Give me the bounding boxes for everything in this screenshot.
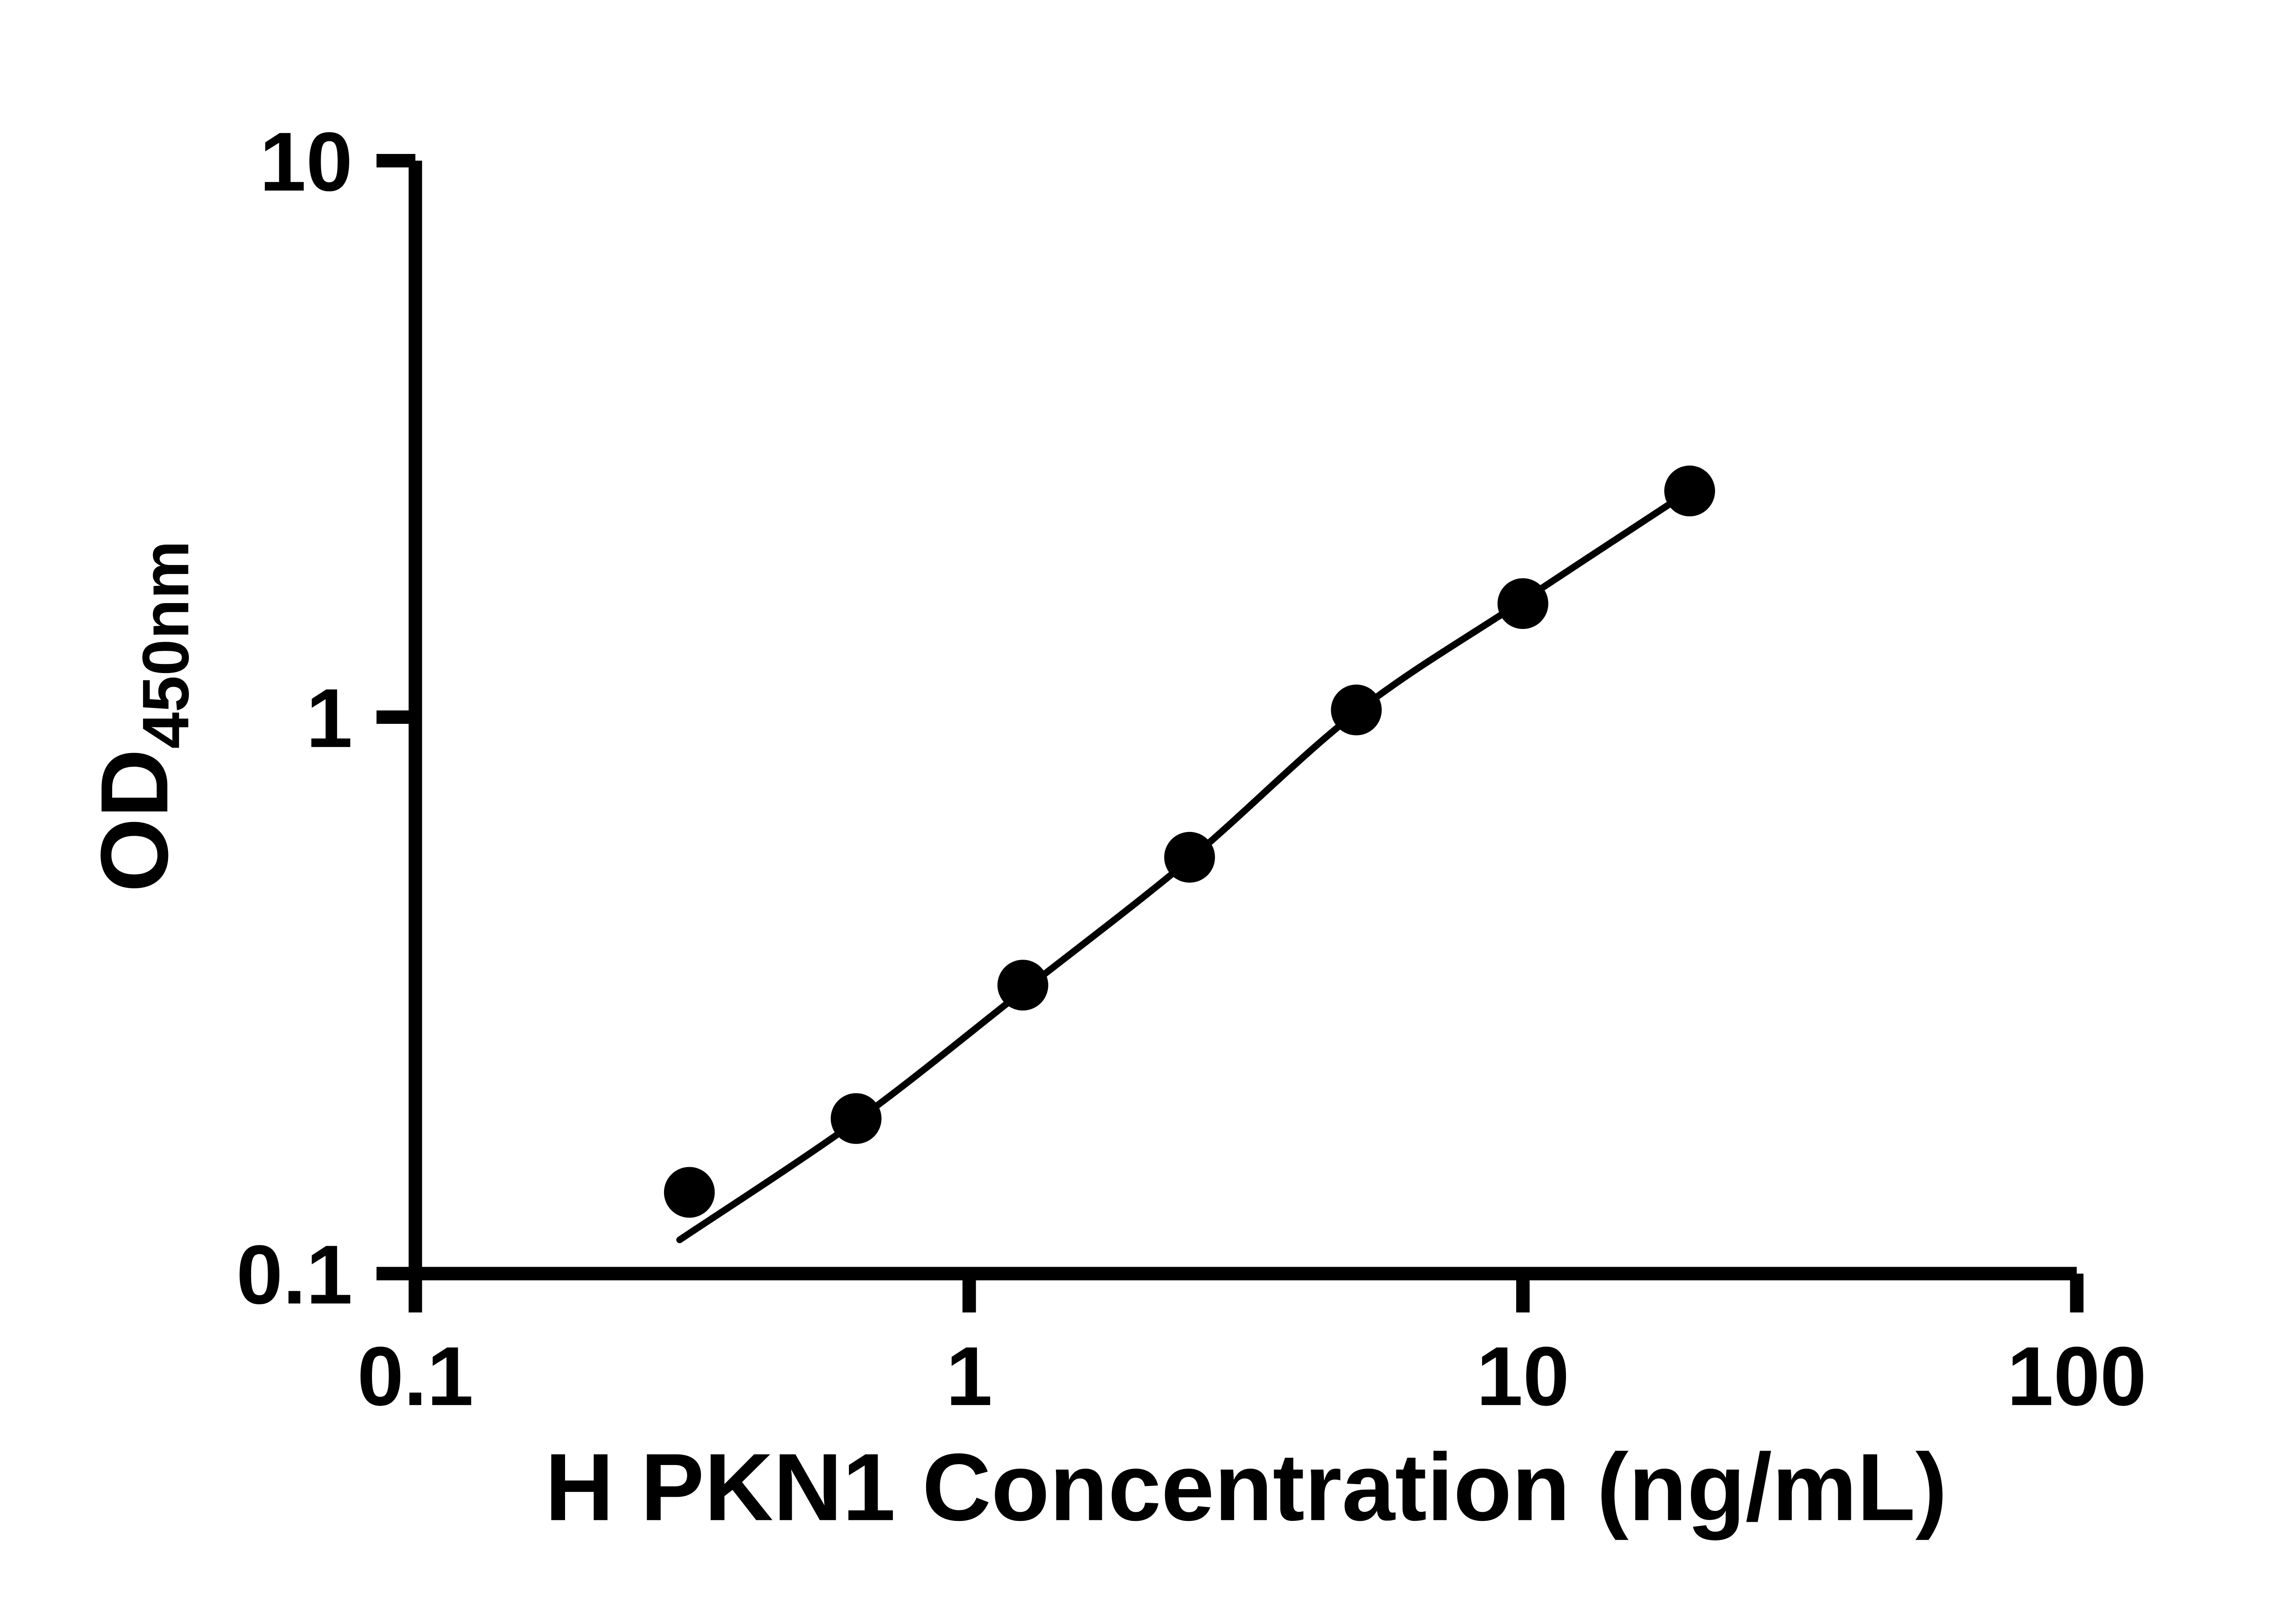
chart-plot-area: 0.1 1 10 100 0.1 1 10 (236, 115, 2147, 1423)
y-tick-label: 1 (306, 672, 352, 765)
data-point-marker (664, 1167, 715, 1218)
x-tick-label: 0.1 (357, 1330, 473, 1423)
data-point-marker (1164, 832, 1215, 883)
x-tick-label: 10 (1477, 1330, 1570, 1423)
data-point-marker (1497, 578, 1548, 629)
data-point-marker (1331, 684, 1382, 736)
data-point-marker (997, 960, 1048, 1011)
y-axis-title-main: OD (80, 749, 188, 892)
data-point-marker (1664, 465, 1715, 517)
y-axis-title-sub: 450nm (129, 540, 202, 749)
y-axis-title: OD450nm (80, 540, 202, 892)
axis-spines (408, 160, 2077, 1281)
y-tick-label: 10 (259, 115, 352, 209)
y-tick-label: 0.1 (236, 1228, 352, 1322)
x-tick-label: 1 (946, 1330, 992, 1423)
x-axis-title: H PKN1 Concentration (ng/mL) (545, 1433, 1948, 1540)
data-point-marker (830, 1093, 882, 1144)
x-tick-label: 100 (2007, 1330, 2147, 1423)
